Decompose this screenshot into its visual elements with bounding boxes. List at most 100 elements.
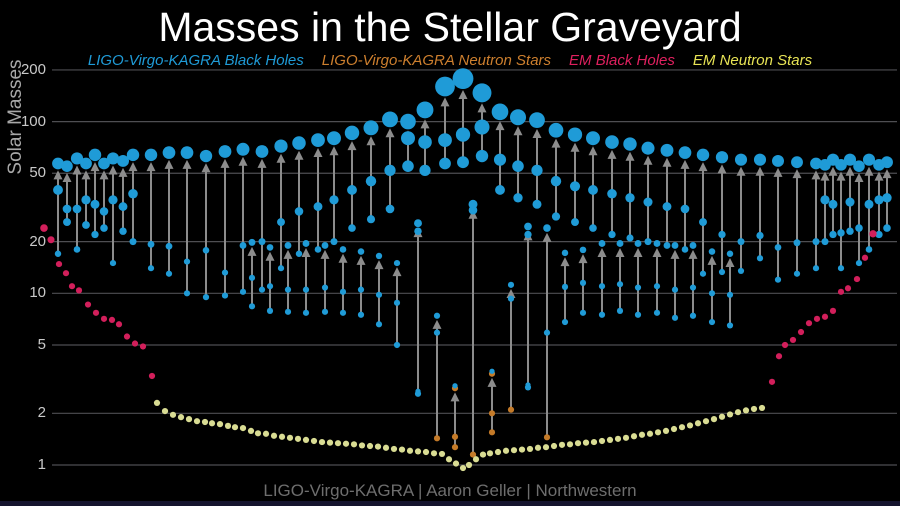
merger-component-dot bbox=[474, 119, 490, 135]
merger-component-dot bbox=[588, 184, 598, 195]
merger-arrow-head bbox=[662, 157, 672, 167]
merger-component-dot bbox=[726, 322, 734, 329]
merger-component-dot bbox=[202, 247, 210, 254]
em-black-hole-dot bbox=[68, 283, 76, 290]
em-black-hole-dot bbox=[789, 336, 797, 344]
merger-arrow-head bbox=[257, 158, 267, 168]
merger-component-dot bbox=[258, 238, 266, 246]
em-neutron-star-dot bbox=[153, 399, 161, 406]
merger-arrow-head bbox=[385, 128, 395, 138]
y-tick-label: 1 bbox=[37, 456, 46, 473]
em-black-hole-dot bbox=[108, 316, 116, 323]
merger-component-dot bbox=[543, 434, 551, 441]
em-neutron-star-dot bbox=[479, 451, 487, 458]
em-neutron-star-dot bbox=[472, 456, 480, 463]
em-neutron-star-dot bbox=[342, 440, 350, 447]
em-neutron-star-dot bbox=[670, 425, 678, 433]
merger-component-dot bbox=[375, 291, 383, 298]
merger-final-dot bbox=[853, 160, 865, 172]
merger-final-dot bbox=[835, 158, 847, 171]
merger-final-dot bbox=[255, 145, 269, 158]
merger-component-dot bbox=[531, 164, 543, 176]
merger-component-dot bbox=[579, 279, 587, 286]
merger-final-dot bbox=[435, 76, 455, 97]
merger-final-dot bbox=[529, 112, 545, 129]
merger-arrow-head bbox=[707, 255, 717, 265]
merger-component-dot bbox=[662, 202, 672, 211]
em-neutron-star-dot bbox=[430, 450, 438, 457]
merger-arrow-head bbox=[698, 162, 708, 172]
merger-final-dot bbox=[416, 101, 434, 119]
merger-final-dot bbox=[144, 148, 158, 162]
merger-component-dot bbox=[393, 341, 401, 349]
em-black-hole-dot bbox=[55, 260, 63, 268]
merger-component-dot bbox=[239, 288, 247, 295]
merger-arrow-head bbox=[276, 153, 286, 163]
merger-component-dot bbox=[507, 406, 515, 413]
merger-component-dot bbox=[561, 283, 569, 290]
merger-component-dot bbox=[375, 321, 383, 328]
em-neutron-star-dot bbox=[231, 424, 239, 431]
merger-final-dot bbox=[400, 113, 416, 130]
merger-component-dot bbox=[347, 184, 357, 195]
merger-component-dot bbox=[119, 227, 127, 235]
merger-component-dot bbox=[495, 184, 505, 195]
merger-arrow-head bbox=[633, 247, 643, 257]
merger-final-dot bbox=[106, 152, 120, 165]
em-neutron-star-dot bbox=[390, 445, 398, 453]
merger-component-dot bbox=[313, 202, 323, 211]
merger-arrow-head bbox=[725, 257, 735, 267]
merger-arrow-head bbox=[688, 249, 698, 259]
merger-final-dot bbox=[382, 111, 398, 128]
merger-arrow-head bbox=[532, 129, 542, 139]
em-neutron-star-dot bbox=[598, 437, 606, 445]
merger-component-dot bbox=[221, 292, 229, 299]
merger-final-dot bbox=[52, 157, 64, 170]
em-neutron-star-dot bbox=[494, 448, 502, 456]
merger-arrow-head bbox=[570, 142, 580, 152]
em-neutron-star-dot bbox=[510, 447, 518, 454]
em-neutron-star-dot bbox=[459, 464, 467, 472]
em-neutron-star-dot bbox=[718, 413, 726, 420]
em-neutron-star-dot bbox=[590, 438, 598, 446]
merger-arrow-head bbox=[450, 392, 460, 402]
merger-component-dot bbox=[488, 429, 496, 436]
merger-component-dot bbox=[663, 242, 671, 249]
merger-component-dot bbox=[493, 153, 507, 166]
merger-final-dot bbox=[248, 238, 256, 246]
merger-final-dot bbox=[810, 157, 822, 170]
merger-component-dot-cap bbox=[415, 388, 421, 394]
merger-arrow-head bbox=[265, 251, 275, 261]
merger-component-dot bbox=[883, 224, 891, 232]
merger-arrow-head bbox=[717, 164, 727, 174]
merger-final-dot bbox=[266, 244, 274, 251]
merger-component-dot bbox=[774, 276, 782, 283]
merger-component-dot bbox=[726, 291, 734, 298]
em-black-hole-dot bbox=[131, 340, 139, 347]
em-neutron-star-dot bbox=[326, 439, 334, 446]
merger-arrow-head bbox=[854, 172, 864, 182]
em-neutron-star-dot bbox=[678, 424, 686, 431]
merger-component-dot bbox=[634, 284, 642, 291]
merger-arrow-head bbox=[182, 159, 192, 169]
merger-component-dot bbox=[384, 164, 396, 176]
em-neutron-star-dot bbox=[169, 411, 177, 418]
merger-component-dot bbox=[433, 329, 441, 336]
merger-component-dot bbox=[63, 218, 71, 227]
em-neutron-star-dot bbox=[558, 441, 566, 448]
merger-component-dot bbox=[414, 227, 422, 235]
em-neutron-star-dot bbox=[208, 420, 216, 427]
merger-component-dot bbox=[488, 410, 496, 417]
merger-component-dot bbox=[302, 286, 310, 293]
merger-component-dot bbox=[54, 250, 62, 257]
em-black-hole-dot bbox=[837, 288, 845, 295]
merger-component-dot bbox=[330, 238, 338, 246]
merger-final-dot bbox=[126, 148, 140, 162]
merger-component-dot bbox=[419, 164, 431, 176]
merger-final-dot bbox=[363, 120, 379, 136]
merger-component-dot bbox=[864, 199, 874, 209]
merger-final-dot bbox=[678, 146, 692, 159]
merger-arrow-head bbox=[313, 148, 323, 158]
merger-component-dot bbox=[756, 255, 764, 262]
